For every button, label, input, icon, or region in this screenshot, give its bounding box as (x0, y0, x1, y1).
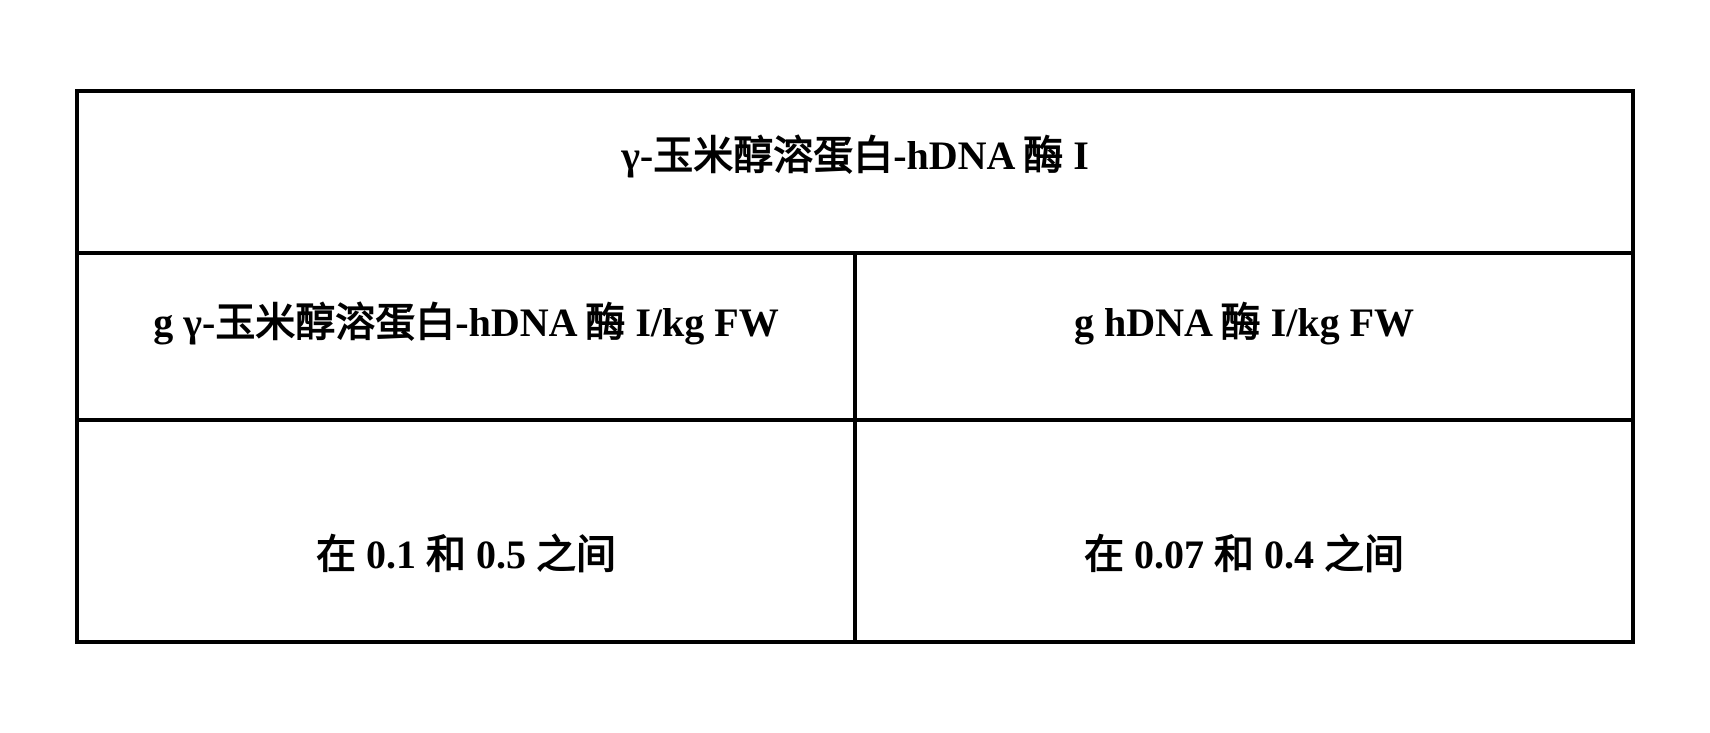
table-title: γ-玉米醇溶蛋白-hDNA 酶 I (621, 133, 1089, 178)
data-cell-1: 在 0.1 和 0.5 之间 (79, 422, 857, 640)
table-title-row: γ-玉米醇溶蛋白-hDNA 酶 I (79, 93, 1631, 255)
data-text-1: 在 0.1 和 0.5 之间 (316, 532, 616, 577)
data-table: γ-玉米醇溶蛋白-hDNA 酶 I g γ-玉米醇溶蛋白-hDNA 酶 I/kg… (75, 89, 1635, 644)
header-cell-1: g γ-玉米醇溶蛋白-hDNA 酶 I/kg FW (79, 255, 857, 418)
header-cell-2: g hDNA 酶 I/kg FW (857, 255, 1631, 418)
table-data-row: 在 0.1 和 0.5 之间 在 0.07 和 0.4 之间 (79, 422, 1631, 640)
header-text-1: g γ-玉米醇溶蛋白-hDNA 酶 I/kg FW (153, 300, 778, 345)
data-cell-2: 在 0.07 和 0.4 之间 (857, 422, 1631, 640)
header-text-2: g hDNA 酶 I/kg FW (1074, 300, 1414, 345)
table-header-row: g γ-玉米醇溶蛋白-hDNA 酶 I/kg FW g hDNA 酶 I/kg … (79, 255, 1631, 422)
data-text-2: 在 0.07 和 0.4 之间 (1084, 532, 1404, 577)
